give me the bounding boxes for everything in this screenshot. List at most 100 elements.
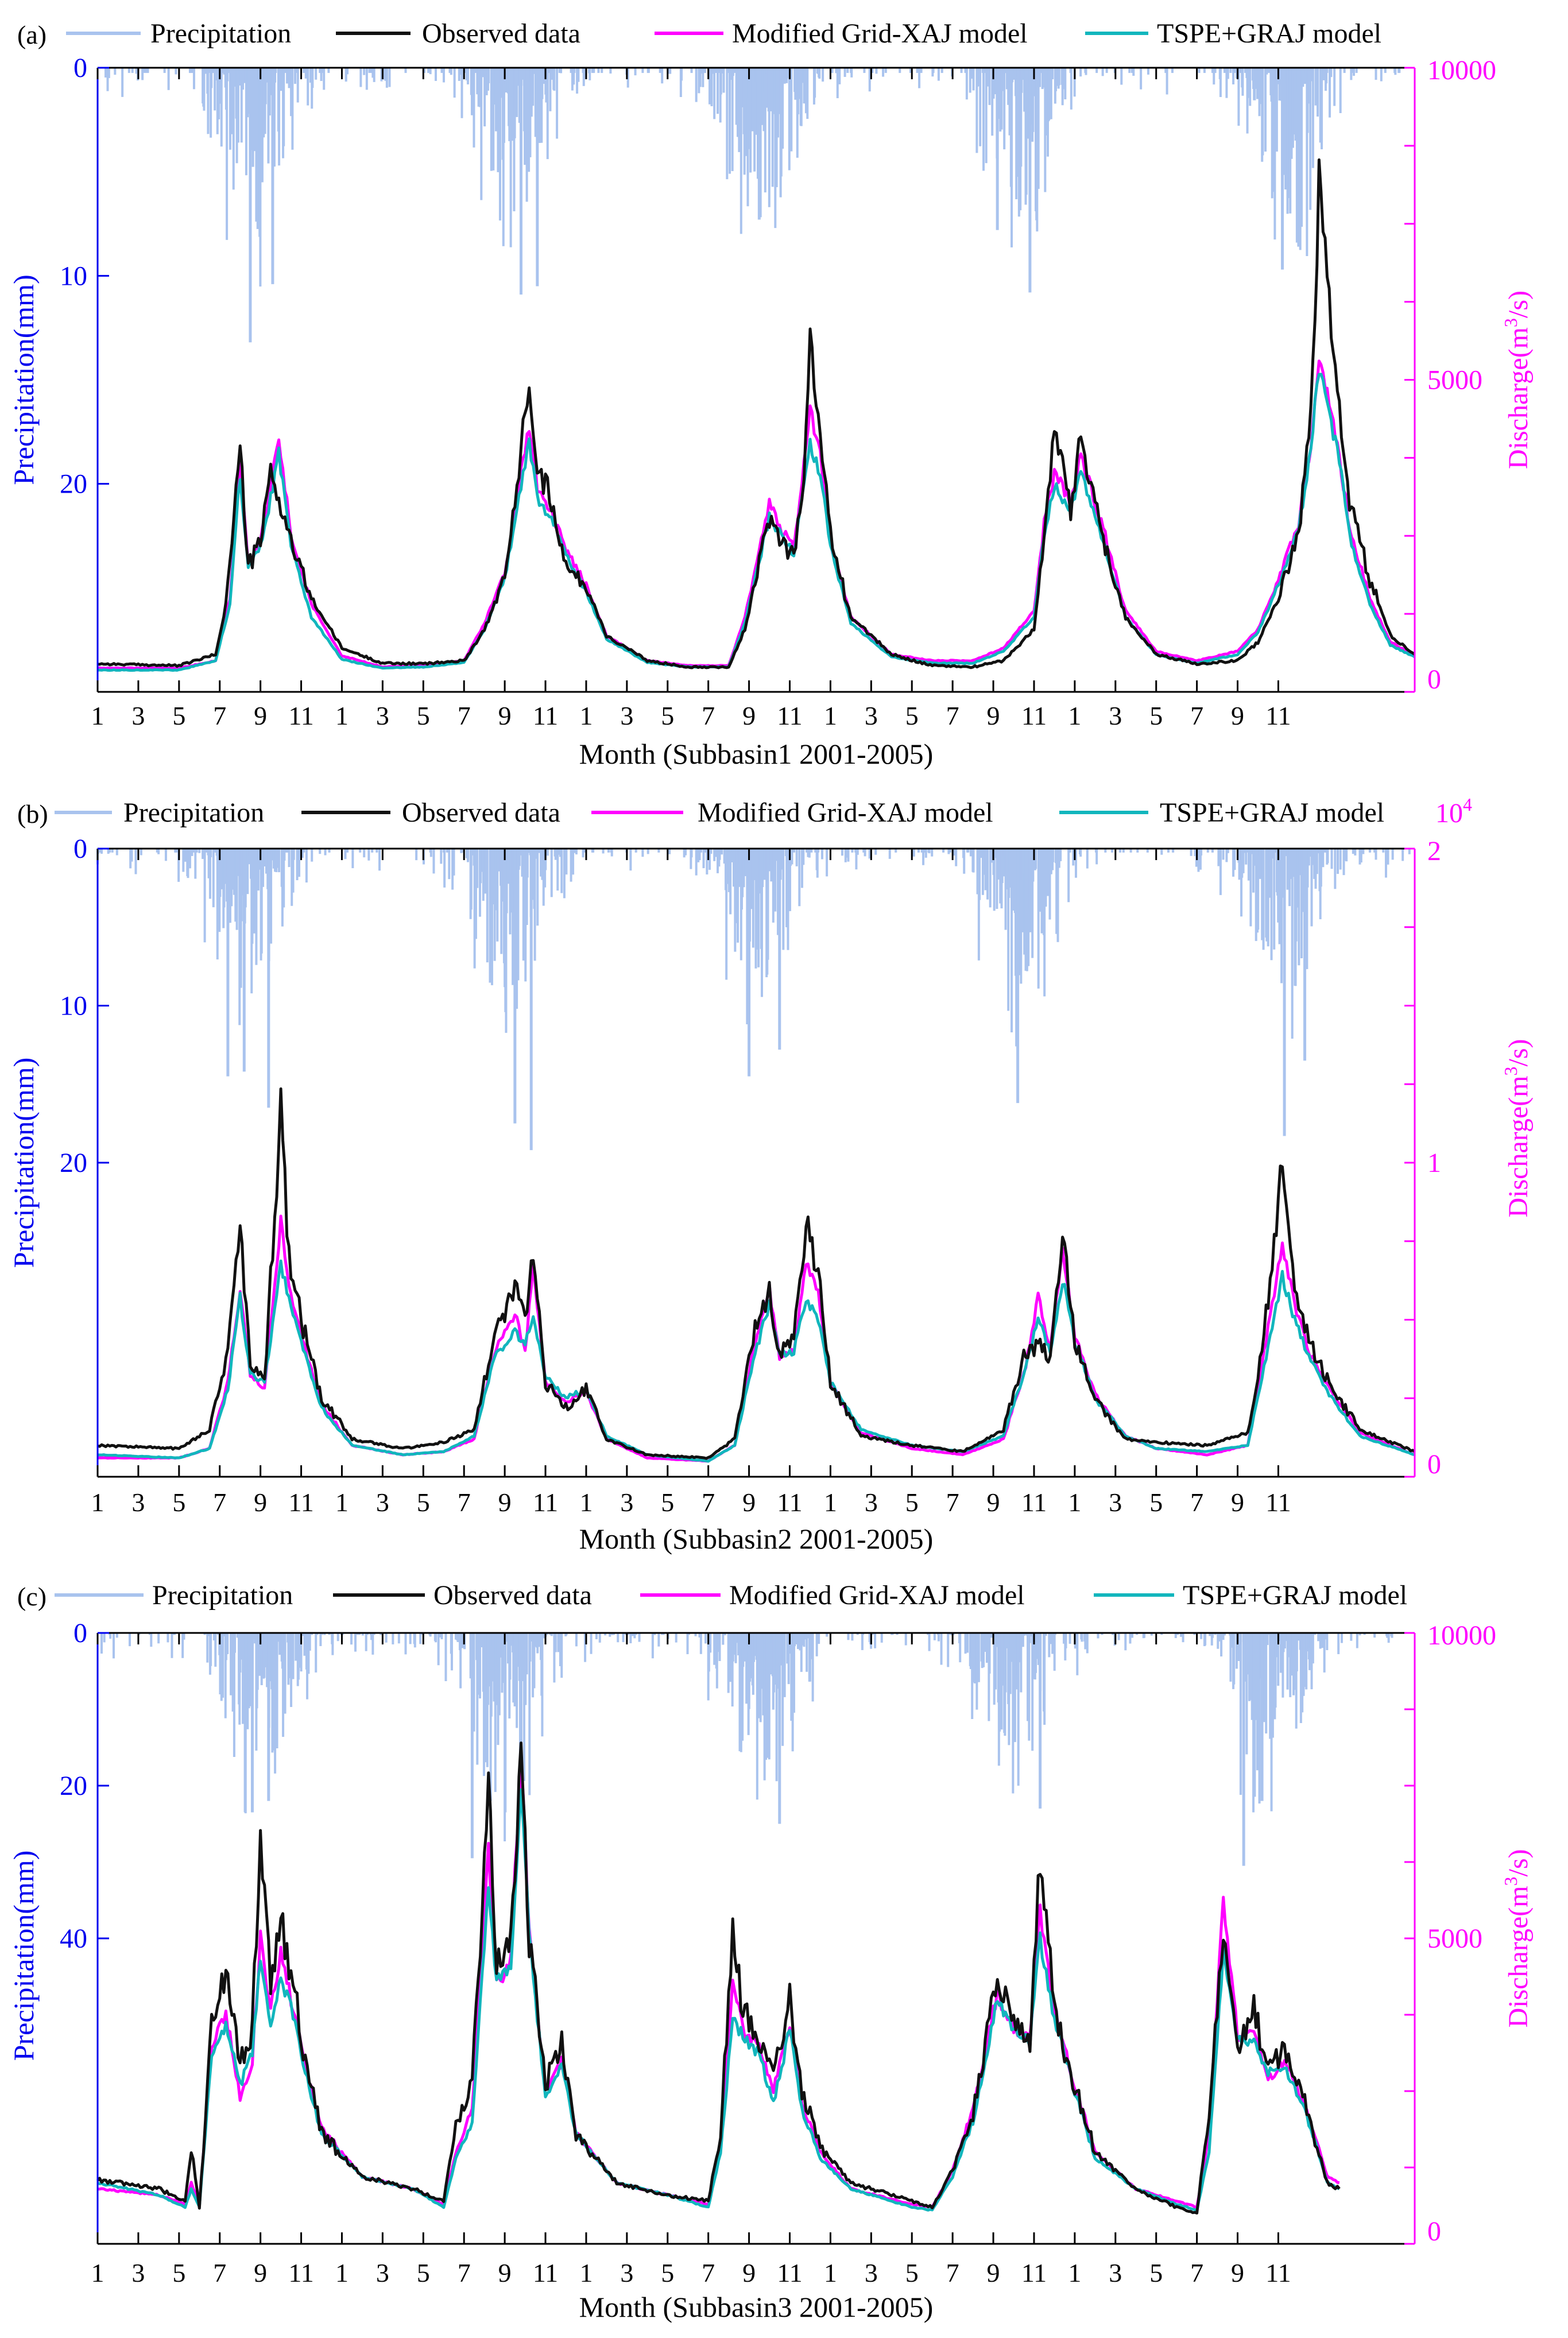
x-tick-label: 7 — [213, 1488, 226, 1517]
x-tick-label: 3 — [865, 701, 878, 730]
x-tick-label: 9 — [987, 1488, 1000, 1517]
chart-panel-b: 1 3 5 7 9 11 1 3 5 7 9 11 1 3 5 7 9 11 1 3 5 7 9 11 1 3 5 7 9 1101020… — [7, 794, 1534, 1555]
x-tick-label: 11 — [288, 2258, 313, 2287]
left-tick-label: 20 — [60, 1771, 87, 1801]
series-line-observed-data — [97, 1087, 1416, 1460]
x-tick-label: 5 — [1149, 2258, 1163, 2287]
right-label-tail: /s) — [1503, 1849, 1534, 1876]
x-tick-label: 1 — [1068, 2258, 1081, 2287]
x-tick-label: 1 — [579, 701, 593, 730]
right-tick-label: 0 — [1427, 664, 1441, 695]
x-tick-label: 11 — [1265, 2258, 1291, 2287]
x-tick-label: 3 — [1109, 2258, 1122, 2287]
right-label-tail: /s) — [1503, 291, 1534, 318]
legend-label: Precipitation — [152, 1580, 293, 1611]
x-tick-label: 7 — [702, 701, 715, 730]
x-tick-label: 9 — [987, 2258, 1000, 2287]
right-tick-label: 2 — [1427, 836, 1441, 866]
x-tick-label: 5 — [172, 2258, 185, 2287]
right-label-sup: 3 — [1500, 1876, 1521, 1886]
x-tick-label: 7 — [946, 701, 959, 730]
legend-label: Observed data — [433, 1580, 592, 1611]
x-tick-label: 3 — [620, 701, 633, 730]
x-axis-label: Month (Subbasin1 2001-2005) — [579, 738, 934, 770]
exponent-base: 10 — [1435, 798, 1463, 829]
left-tick-label: 0 — [73, 834, 87, 864]
precipitation-series — [104, 68, 1401, 343]
x-tick-label: 3 — [620, 1488, 633, 1517]
x-tick-label: 9 — [742, 1488, 756, 1517]
right-label-tail: /s) — [1503, 1039, 1534, 1066]
x-tick-label: 9 — [498, 2258, 512, 2287]
x-tick-label: 7 — [458, 1488, 471, 1517]
x-tick-label: 3 — [131, 2258, 145, 2287]
left-tick-label: 20 — [60, 469, 87, 500]
x-tick-label: 9 — [498, 1488, 512, 1517]
x-tick-label: 1 — [824, 701, 837, 730]
x-tick-label: 9 — [1231, 701, 1244, 730]
x-tick-label: 1 — [824, 2258, 837, 2287]
x-tick-label: 1 — [579, 2258, 593, 2287]
x-tick-label: 5 — [661, 2258, 674, 2287]
legend-label: Modified Grid-XAJ model — [698, 798, 993, 828]
x-tick-label: 1 — [1068, 1488, 1081, 1517]
x-tick-label: 7 — [1190, 2258, 1203, 2287]
right-axis-label: Discharge(m3/s) — [1500, 291, 1534, 469]
left-tick-label: 40 — [60, 1923, 87, 1954]
x-tick-label: 7 — [946, 2258, 959, 2287]
panel-label: (a) — [17, 20, 47, 49]
series-line-tspe-graj-model — [97, 373, 1416, 672]
x-tick-label: 9 — [498, 701, 512, 730]
legend: Precipitation Observed data Modified Grid-… — [55, 798, 1384, 828]
legend-label: TSPE+GRAJ model — [1160, 798, 1384, 828]
exponent-power: 4 — [1463, 794, 1472, 815]
left-axis-label: Precipitation(mm) — [7, 1851, 40, 2061]
x-tick-label: 5 — [417, 1488, 430, 1517]
series-line-modified-grid-xaj-model — [97, 359, 1415, 670]
x-tick-label: 11 — [777, 1488, 802, 1517]
x-tick-label: 11 — [288, 701, 313, 730]
right-label-main: Discharge(m — [1503, 1886, 1534, 2027]
x-tick-label: 11 — [533, 701, 558, 730]
x-tick-label: 9 — [254, 1488, 267, 1517]
left-tick-label: 0 — [73, 1618, 87, 1648]
x-tick-label: 3 — [131, 1488, 145, 1517]
x-tick-label: 9 — [254, 2258, 267, 2287]
x-tick-label: 1 — [579, 1488, 593, 1517]
x-tick-label: 11 — [533, 2258, 558, 2287]
x-tick-label: 7 — [458, 701, 471, 730]
legend-label: Modified Grid-XAJ model — [729, 1580, 1025, 1611]
left-tick-label: 0 — [73, 53, 87, 83]
right-tick-label: 10000 — [1427, 55, 1496, 86]
x-tick-label: 9 — [1231, 1488, 1244, 1517]
left-tick-label: 20 — [60, 1148, 87, 1178]
x-tick-label: 3 — [865, 1488, 878, 1517]
x-tick-label: 3 — [1109, 1488, 1122, 1517]
x-tick-label: 5 — [1149, 701, 1163, 730]
legend-label: Modified Grid-XAJ model — [732, 18, 1028, 49]
right-tick-label: 1 — [1427, 1148, 1441, 1178]
x-tick-label: 3 — [865, 2258, 878, 2287]
x-tick-label: 9 — [1231, 2258, 1244, 2287]
series-line-tspe-graj-model — [97, 1259, 1415, 1463]
x-tick-label: 1 — [91, 2258, 104, 2287]
x-tick-label: 3 — [376, 1488, 389, 1517]
x-tick-label: 5 — [905, 701, 919, 730]
x-tick-label: 11 — [777, 2258, 802, 2287]
x-tick-label: 9 — [742, 2258, 756, 2287]
x-tick-label: 9 — [742, 701, 756, 730]
x-axis-label: Month (Subbasin2 2001-2005) — [579, 1523, 934, 1555]
x-tick-label: 3 — [376, 2258, 389, 2287]
left-axis-label: Precipitation(mm) — [7, 1058, 40, 1268]
legend-label: Precipitation — [123, 798, 264, 828]
x-tick-label: 1 — [335, 701, 349, 730]
right-tick-label: 0 — [1427, 1449, 1441, 1480]
x-tick-label: 11 — [1265, 701, 1291, 730]
x-tick-label: 11 — [1265, 1488, 1291, 1517]
series-line-modified-grid-xaj-model — [97, 1214, 1415, 1463]
right-label-main: Discharge(m — [1503, 1075, 1534, 1217]
x-tick-label: 11 — [1021, 1488, 1047, 1517]
right-label-main: Discharge(m — [1503, 327, 1534, 469]
x-tick-label: 1 — [824, 1488, 837, 1517]
